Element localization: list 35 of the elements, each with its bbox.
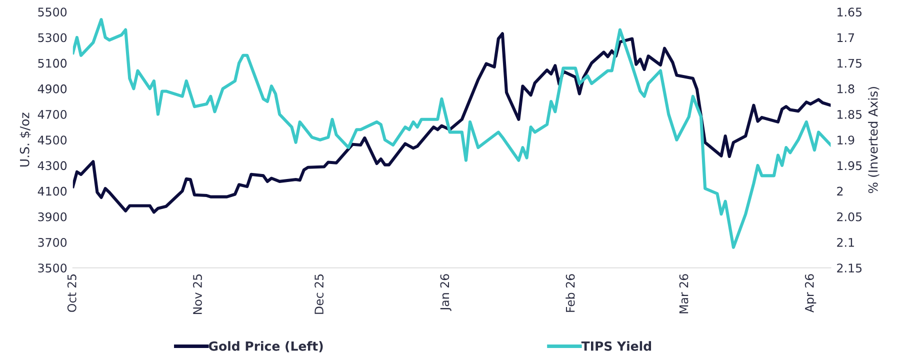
y2-tick-label: 1.7 [838,33,854,42]
y-tick-label: 5100 [38,58,67,68]
y-tick-label: 4700 [38,110,67,119]
y-tick-label: 4900 [38,84,67,94]
legend-label: Gold Price (Left) [208,341,323,352]
y-tick-label: 5300 [38,33,67,42]
legend-label: TIPS Yield [581,341,652,351]
y-tick-label: 3500 [38,264,67,272]
y-tick-label: 3900 [38,212,67,222]
x-tick-label: Feb 26 [566,274,575,312]
y-axis-title: U.S. $/oz [20,112,31,166]
y2-tick-label: 1.8 [838,84,854,94]
y-tick-label: 4300 [38,161,67,170]
x-tick-label: Apr 26 [804,274,816,312]
y-tick-label: 5500 [38,8,67,17]
y-tick-label: 4100 [38,186,67,196]
x-tick-label: Nov 25 [193,274,202,314]
x-tick-label: Dec 25 [314,274,324,314]
x-tick-label: Mar 26 [679,274,688,314]
y2-tick-label: 2.15 [837,264,862,272]
x-tick-label: Oct 25 [67,274,76,312]
y-tick-label: 4500 [38,136,67,145]
y2-axis-title: % (Inverted Axis) [868,87,880,194]
y2-tick-label: 2.05 [837,212,862,222]
line-series [72,18,831,249]
y2-tick-label: 1.95 [838,161,862,170]
line-series [72,32,831,214]
y2-tick-label: 1.75 [838,58,862,68]
y2-tick-label: 1.65 [838,8,862,17]
y2-tick-label: 1.9 [838,136,854,145]
y2-tick-label: 1.85 [838,110,862,119]
x-tick-label: Jan 26 [440,274,452,311]
y2-tick-label: 2.1 [837,238,854,247]
y2-tick-label: 2 [837,186,843,196]
y-tick-label: 3700 [38,238,67,247]
